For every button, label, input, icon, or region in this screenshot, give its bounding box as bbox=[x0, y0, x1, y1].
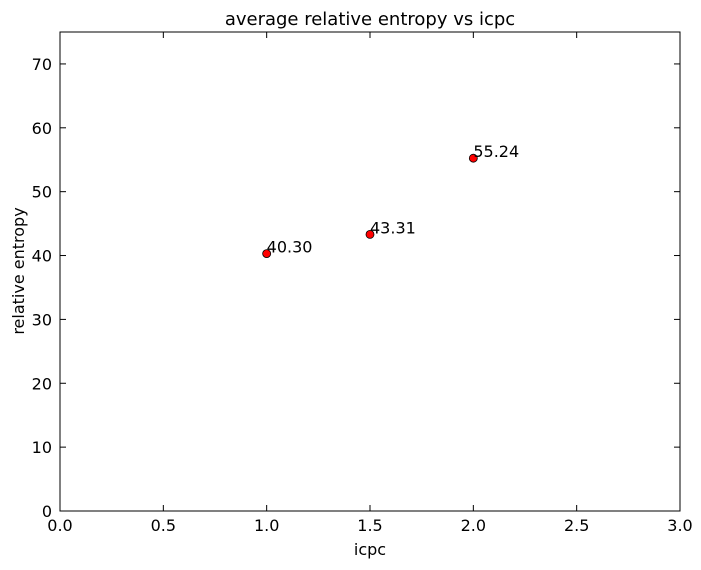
data-point-label: 43.31 bbox=[370, 218, 416, 237]
y-tick-label: 50 bbox=[32, 183, 52, 202]
data-point-label: 55.24 bbox=[473, 142, 519, 161]
chart-title: average relative entropy vs icpc bbox=[225, 9, 515, 30]
data-point-label: 40.30 bbox=[267, 238, 313, 257]
plot-frame bbox=[60, 32, 680, 511]
x-tick-label: 0.5 bbox=[151, 516, 176, 535]
x-tick-label: 1.5 bbox=[357, 516, 382, 535]
y-tick-label: 70 bbox=[32, 55, 52, 74]
x-axis-label: icpc bbox=[354, 540, 386, 559]
x-tick-label: 3.0 bbox=[667, 516, 692, 535]
y-tick-label: 0 bbox=[42, 502, 52, 521]
y-axis-label: relative entropy bbox=[9, 207, 28, 334]
y-tick-label: 30 bbox=[32, 310, 52, 329]
y-tick-label: 20 bbox=[32, 374, 52, 393]
y-tick-label: 10 bbox=[32, 438, 52, 457]
x-tick-label: 2.0 bbox=[461, 516, 486, 535]
x-tick-label: 2.5 bbox=[564, 516, 589, 535]
y-tick-label: 60 bbox=[32, 119, 52, 138]
x-tick-label: 1.0 bbox=[254, 516, 279, 535]
y-tick-label: 40 bbox=[32, 247, 52, 266]
